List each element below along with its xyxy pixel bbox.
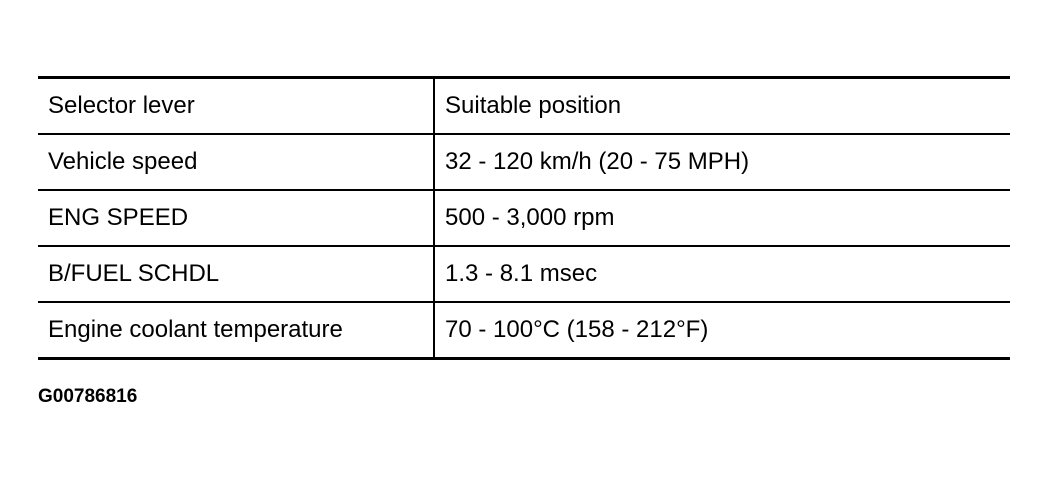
item-cell: Engine coolant temperature [38, 302, 435, 359]
item-cell: ENG SPEED [38, 190, 435, 247]
value-cell: 32 - 120 km/h (20 - 75 MPH) [434, 134, 1010, 191]
item-cell: Selector lever [38, 77, 435, 135]
figure-id: G00786816 [38, 386, 138, 407]
table-row: Engine coolant temperature 70 - 100°C (15… [38, 302, 1010, 359]
item-cell: Vehicle speed [38, 134, 435, 191]
value-cell: Suitable position [434, 77, 1010, 135]
item-cell: B/FUEL SCHDL [38, 246, 435, 303]
table-row: B/FUEL SCHDL 1.3 - 8.1 msec [38, 246, 1010, 303]
value-cell: 70 - 100°C (158 - 212°F) [445, 316, 709, 343]
value-cell: 1.3 - 8.1 msec [434, 246, 1010, 303]
value-cell: 500 - 3,000 rpm [434, 190, 1010, 247]
specification-table: Selector lever Suitable position Vehicle … [38, 76, 1010, 360]
table-row: Selector lever Suitable position [38, 77, 1010, 135]
table-row: ENG SPEED 500 - 3,000 rpm [38, 190, 1010, 247]
table-row: Vehicle speed 32 - 120 km/h (20 - 75 MPH) [38, 134, 1010, 191]
